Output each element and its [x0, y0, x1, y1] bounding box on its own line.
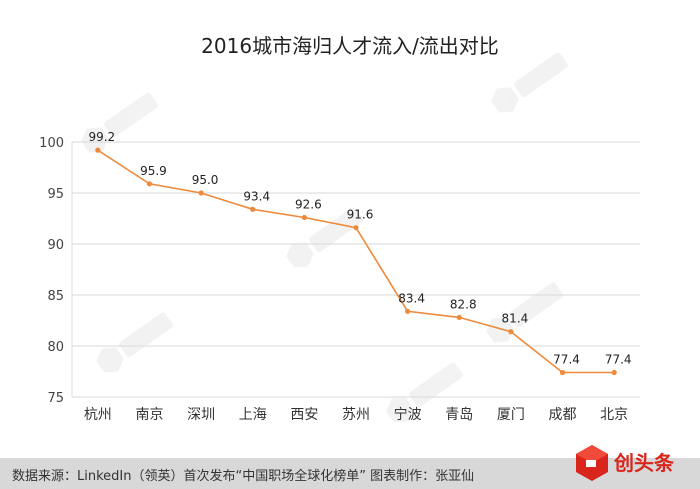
- data-label: 82.8: [450, 297, 477, 311]
- x-tick-label: 青岛: [445, 407, 473, 423]
- data-label: 92.6: [295, 197, 322, 211]
- x-tick-label: 南京: [135, 407, 163, 423]
- watermark-mark: [386, 362, 463, 423]
- footer-source: 数据来源：LinkedIn（领英）首次发布“中国职场全球化榜单” 图表制作：张亚…: [12, 469, 475, 484]
- data-label: 93.4: [243, 189, 270, 203]
- y-tick-label: 75: [47, 391, 64, 406]
- data-point: [611, 369, 617, 376]
- data-label: 77.4: [553, 353, 580, 367]
- data-label: 95.9: [140, 164, 167, 178]
- data-point: [559, 369, 566, 376]
- watermark-mark: [96, 312, 173, 373]
- data-label: 81.4: [502, 312, 529, 326]
- data-point: [250, 206, 256, 212]
- x-tick-label: 西安: [290, 407, 318, 423]
- y-tick-label: 85: [47, 289, 64, 304]
- x-tick-label: 厦门: [497, 407, 525, 423]
- brand-logo: 创头条: [576, 445, 675, 481]
- chart-title: 2016城市海归人才流入/流出对比: [201, 34, 499, 58]
- y-tick-label: 100: [39, 136, 64, 151]
- watermark-mark: [286, 207, 363, 268]
- data-point: [508, 329, 514, 335]
- x-tick-label: 宁波: [394, 406, 422, 423]
- series-line: [97, 149, 615, 374]
- watermark-layer: [81, 52, 568, 423]
- gridlines: [72, 141, 640, 398]
- axes: 75 80 85 90 95 100 杭州 南京 深圳 上海 西安 苏州 宁波 青岛 厦门 成都 北京: [39, 136, 628, 423]
- data-point: [456, 314, 462, 321]
- watermark-mark: [491, 52, 568, 113]
- data-label: 99.2: [88, 130, 115, 144]
- series-line-path: [97, 149, 615, 374]
- data-label: 91.6: [347, 208, 374, 222]
- data-points: [95, 147, 617, 376]
- data-label: 95.0: [192, 173, 219, 187]
- x-tick-label: 成都: [549, 407, 577, 423]
- y-tick-label: 95: [47, 187, 64, 202]
- data-point: [301, 214, 307, 221]
- x-tick-label: 深圳: [187, 407, 215, 423]
- x-tick-label: 北京: [600, 407, 628, 423]
- data-point: [353, 225, 359, 231]
- data-point: [405, 308, 411, 314]
- watermark-mark: [486, 282, 563, 343]
- cube-logo-icon: [576, 445, 608, 481]
- watermark-mark: [81, 92, 158, 153]
- x-tick-label: 杭州: [84, 407, 112, 423]
- data-point: [95, 147, 101, 153]
- data-labels: 99.2 95.9 95.0 93.4 92.6 91.6 83.4 82.8 81.4 77.4…: [88, 130, 631, 366]
- y-tick-label: 80: [47, 340, 64, 355]
- brand-logo-text: 创头条: [613, 451, 675, 475]
- x-tick-label: 上海: [239, 407, 267, 423]
- data-point: [146, 181, 153, 187]
- data-point: [198, 190, 204, 196]
- y-tick-label: 90: [47, 238, 64, 253]
- data-label: 83.4: [398, 291, 425, 305]
- x-tick-label: 苏州: [342, 407, 370, 423]
- data-label: 77.4: [605, 353, 632, 367]
